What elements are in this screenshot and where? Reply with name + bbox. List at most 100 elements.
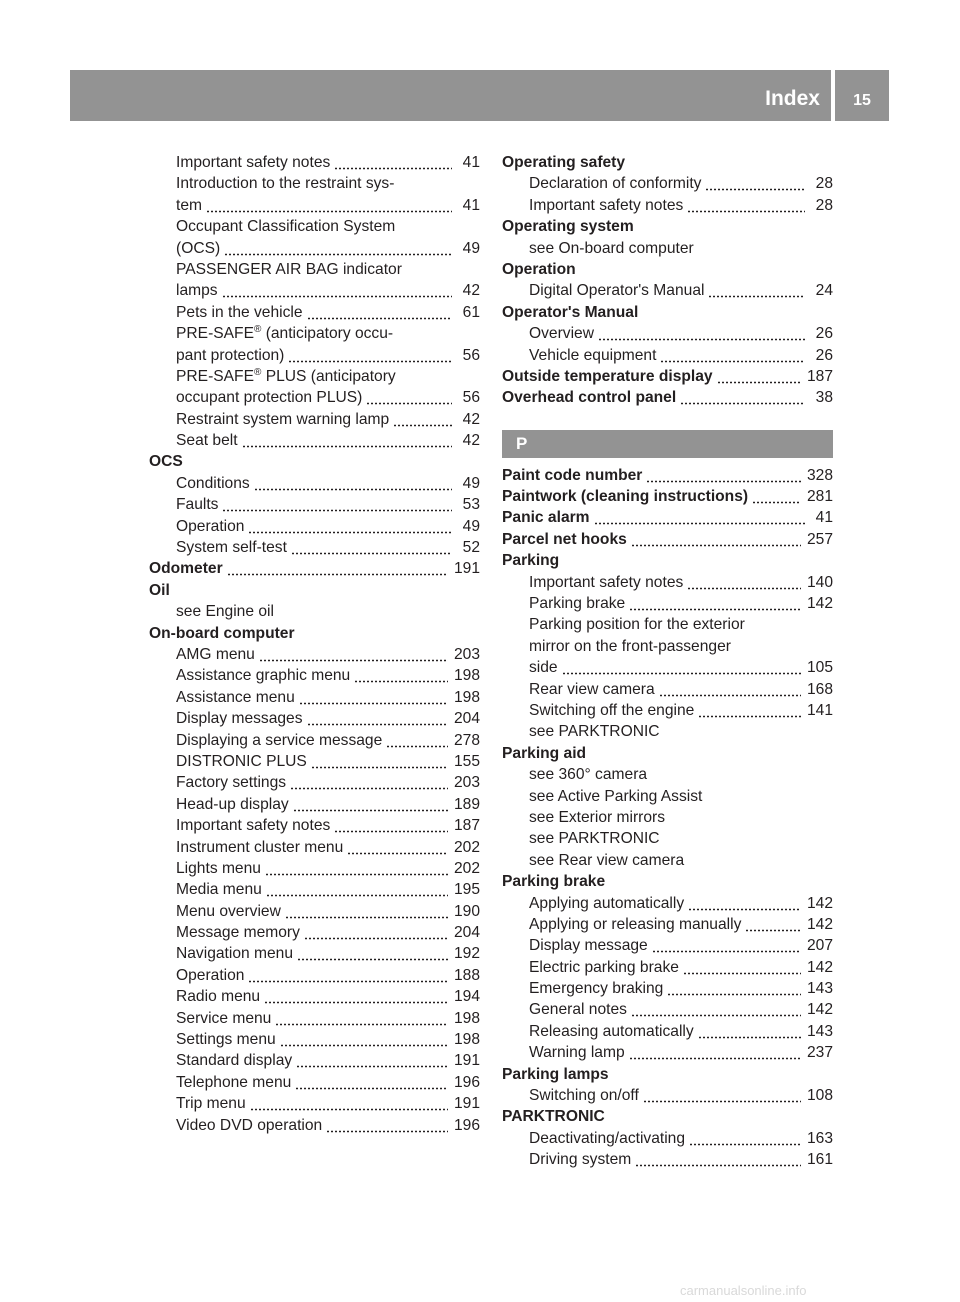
entry-page: 53 (462, 496, 480, 514)
index-entry: Trip menu 191 (149, 1093, 480, 1115)
dot-leader (241, 430, 452, 452)
entry-text: PASSENGER AIR BAG indicator (176, 260, 402, 278)
entry-text: Video DVD operation (176, 1116, 323, 1134)
entry-page: 42 (462, 432, 480, 450)
index-line: Electric parking brake 142 (502, 956, 833, 979)
index-line: mirror on the front-passenger (502, 636, 833, 657)
dot-leader (646, 464, 801, 487)
dot-leader (658, 678, 801, 700)
index-line: Factory settings 203 (149, 772, 480, 794)
index-line: PARKTRONIC (502, 1106, 833, 1127)
entry-page: 142 (806, 595, 833, 613)
entry-text: Service menu (176, 1009, 272, 1027)
entry-text: see Engine oil (176, 603, 274, 621)
index-entry: Important safety notes 28 (502, 194, 833, 217)
dot-leader (561, 657, 801, 679)
entry-text: Factory settings (176, 774, 287, 792)
index-line: Operation 49 (149, 515, 480, 538)
dot-leader (303, 922, 448, 944)
index-line: see Engine oil (149, 601, 480, 622)
dot-leader (224, 237, 452, 259)
dot-leader (279, 1029, 448, 1051)
dot-leader (354, 665, 448, 687)
index-line: Settings menu 198 (149, 1029, 480, 1051)
entry-page: 204 (453, 924, 480, 942)
entry-text: see Exterior mirrors (529, 808, 666, 826)
index-line: On-board computer (149, 623, 480, 644)
entry-page: 328 (806, 466, 833, 484)
index-line: Parking brake 142 (502, 593, 833, 615)
index-line: Restraint system warning lamp 42 (149, 408, 480, 431)
index-line: Display messages 204 (149, 708, 480, 730)
index-entry: Settings menu 198 (149, 1029, 480, 1051)
entry-page: 278 (453, 731, 480, 749)
index-line: Conditions 49 (149, 472, 480, 495)
dot-leader (366, 387, 452, 409)
entry-text: see Active Parking Assist (529, 787, 703, 805)
entry-text: Menu overview (176, 902, 281, 920)
entry-text: Overhead control panel (502, 389, 677, 407)
index-entry: Applying or releasing manually 142 (502, 913, 833, 936)
index-entry: Digital Operator's Manual 24 (502, 280, 833, 302)
index-entry: Seat belt 42 (149, 430, 480, 452)
index-line: lamps 42 (149, 280, 480, 302)
index-line: Menu overview 190 (149, 900, 480, 923)
entry-text: Restraint system warning lamp (176, 410, 390, 428)
dot-leader (651, 935, 801, 957)
index-heading: Parking (502, 550, 833, 571)
dot-leader (310, 750, 448, 773)
entry-page: 56 (462, 389, 480, 407)
entry-page: 26 (815, 346, 833, 364)
entry-page: 192 (453, 945, 480, 963)
index-line: Trip menu 191 (149, 1093, 480, 1115)
index-line: System self-test 52 (149, 537, 480, 559)
index-line: Applying or releasing manually 142 (502, 913, 833, 936)
entry-page: 41 (462, 196, 480, 214)
entry-page: 196 (453, 1116, 480, 1134)
entry-text: Declaration of conformity (529, 175, 702, 193)
index-heading: Operation (502, 259, 833, 280)
index-entry: Operation 188 (149, 964, 480, 987)
dot-leader (295, 1071, 448, 1094)
index-line: Assistance menu 198 (149, 686, 480, 709)
dot-leader (297, 943, 448, 965)
dot-leader (248, 964, 448, 987)
entry-text: Parking position for the exterior (529, 616, 745, 634)
index-entry: Deactivating/activating 163 (502, 1127, 833, 1150)
entry-text: Parking (502, 552, 560, 570)
index-line: Message memory 204 (149, 922, 480, 944)
entry-page: 105 (806, 659, 833, 677)
index-entry: General notes 142 (502, 999, 833, 1021)
index-entry: Important safety notes 187 (149, 815, 480, 837)
index-entry: see 360° camera (502, 764, 833, 785)
dot-leader (687, 571, 801, 594)
index-entry: Media menu 195 (149, 879, 480, 901)
index-line: side 105 (502, 657, 833, 679)
index-line: Deactivating/activating 163 (502, 1127, 833, 1150)
entry-text: Telephone menu (176, 1073, 292, 1091)
entry-page: 41 (815, 509, 833, 527)
entry-page: 196 (453, 1073, 480, 1091)
dot-leader (334, 152, 452, 174)
entry-page: 143 (806, 980, 833, 998)
dot-leader (253, 472, 452, 495)
entry-text: PRE-SAFE® PLUS (anticipatory (176, 366, 396, 385)
entry-text: General notes (529, 1001, 627, 1019)
index-heading: Paintwork (cleaning instructions) 281 (502, 486, 833, 508)
entry-text: Paint code number (502, 466, 643, 484)
registered-mark: ® (253, 323, 262, 335)
index-entry: Applying automatically 142 (502, 892, 833, 914)
index-heading: Parking lamps (502, 1064, 833, 1085)
entry-page: 61 (462, 303, 480, 321)
entry-text: Operation (176, 517, 245, 535)
index-line: Media menu 195 (149, 879, 480, 901)
index-entry: PASSENGER AIR BAG indicator lamps 42 (149, 259, 480, 302)
entry-text: see On-board computer (529, 239, 694, 257)
index-line: see 360° camera (502, 764, 833, 785)
entry-text: Standard display (176, 1052, 293, 1070)
index-entry: Menu overview 190 (149, 900, 480, 923)
dot-leader (698, 699, 801, 722)
entry-text: see 360° camera (529, 766, 648, 784)
entry-text: Oil (149, 581, 170, 599)
index-line: Digital Operator's Manual 24 (502, 280, 833, 302)
